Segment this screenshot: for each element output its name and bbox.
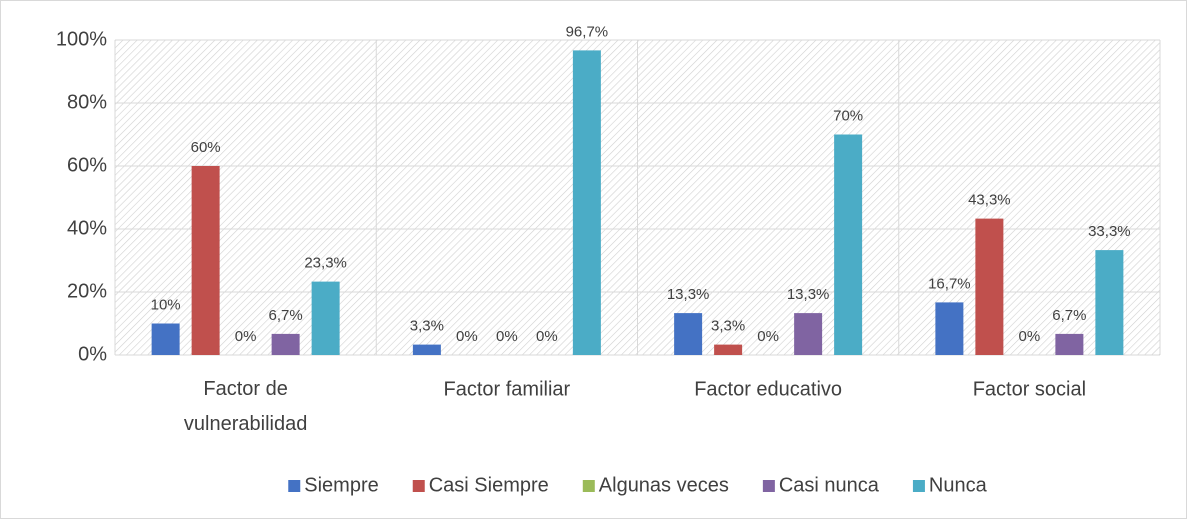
- value-label: 10%: [151, 296, 181, 313]
- legend-label: Casi Siempre: [429, 474, 549, 496]
- value-label: 0%: [235, 328, 257, 345]
- legend-swatch: [288, 480, 301, 492]
- y-tick-label: 40%: [67, 217, 107, 239]
- value-label: 3,3%: [410, 318, 444, 335]
- x-tick-label: Factor educativo: [694, 378, 842, 400]
- legend-swatch: [412, 480, 425, 492]
- legend-swatch: [912, 480, 925, 492]
- bar: [412, 344, 441, 355]
- y-tick-label: 0%: [78, 343, 107, 365]
- y-tick-label: 80%: [67, 91, 107, 113]
- bar: [1055, 333, 1084, 355]
- legend-label: Algunas veces: [599, 474, 729, 496]
- bar: [572, 50, 601, 356]
- value-label: 13,3%: [667, 286, 710, 303]
- value-label: 23,3%: [304, 255, 347, 272]
- bar: [975, 218, 1004, 355]
- value-label: 33,3%: [1088, 223, 1131, 240]
- value-label: 43,3%: [968, 192, 1011, 209]
- bar: [191, 166, 220, 355]
- bar: [311, 281, 340, 355]
- legend-swatch: [582, 480, 595, 492]
- x-tick-label: Factor familiar: [444, 378, 571, 400]
- bar: [794, 313, 823, 355]
- legend-label: Nunca: [929, 474, 988, 496]
- bar: [674, 313, 703, 355]
- value-label: 0%: [456, 328, 478, 345]
- x-tick-label: Factor social: [973, 378, 1086, 400]
- value-label: 70%: [833, 107, 863, 124]
- legend-swatch: [762, 480, 775, 492]
- bar: [151, 323, 180, 355]
- value-label: 96,7%: [566, 23, 609, 40]
- value-label: 6,7%: [1052, 307, 1086, 324]
- bar: [1095, 250, 1124, 355]
- legend-label: Siempre: [304, 474, 378, 496]
- bar: [935, 302, 964, 355]
- value-label: 13,3%: [787, 286, 830, 303]
- value-label: 16,7%: [928, 275, 971, 292]
- bar: [714, 344, 743, 355]
- bar: [271, 333, 300, 355]
- y-tick-label: 100%: [56, 28, 107, 50]
- value-label: 0%: [496, 328, 518, 345]
- bar: [834, 134, 863, 355]
- legend-label: Casi nunca: [779, 474, 880, 496]
- y-tick-label: 20%: [67, 280, 107, 302]
- value-label: 60%: [191, 139, 221, 156]
- y-tick-label: 60%: [67, 154, 107, 176]
- x-tick-label: Factor de vulnerabilidad: [184, 378, 307, 435]
- value-label: 6,7%: [269, 307, 303, 324]
- value-label: 0%: [757, 328, 779, 345]
- value-label: 0%: [536, 328, 558, 345]
- value-label: 3,3%: [711, 318, 745, 335]
- value-label: 0%: [1019, 328, 1041, 345]
